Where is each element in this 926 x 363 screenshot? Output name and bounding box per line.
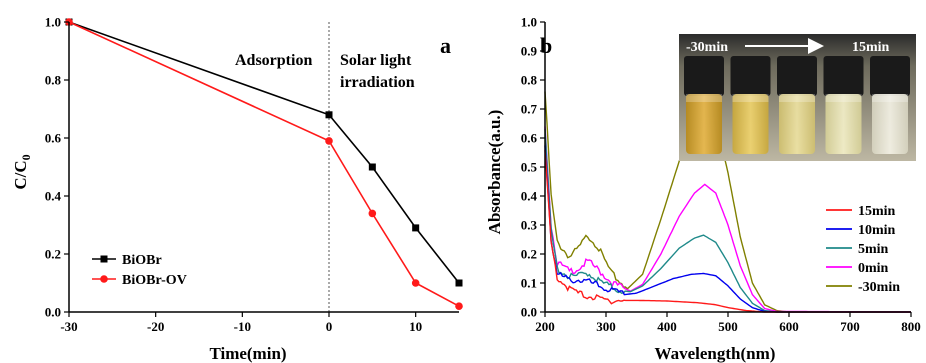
- x-axis-label-b: Wavelength(nm): [655, 344, 776, 363]
- legend-b: 15min 10min 5min 0min -30min: [826, 204, 900, 295]
- legend-b-label: 10min: [858, 223, 896, 238]
- vial-liquid: [825, 94, 862, 154]
- b-y-tick-label: 0.5: [521, 160, 538, 175]
- vial-meniscus: [825, 94, 862, 102]
- legend-b-label: 15min: [858, 204, 896, 219]
- data-point-biobr-ov: [411, 279, 420, 287]
- annotation-irradiation: irradiation: [340, 74, 415, 91]
- b-x-tick-label: 600: [779, 319, 799, 334]
- a-y-tick-label: 0.2: [45, 247, 61, 262]
- a-y-tick-label: 1.0: [45, 15, 61, 30]
- vial-meniscus: [779, 94, 815, 102]
- a-x-tick-label: 10: [409, 319, 422, 334]
- vial-cap: [823, 56, 864, 96]
- inset-label-end: 15min: [852, 40, 890, 55]
- vial-meniscus: [872, 94, 908, 102]
- y-axis-label-a-sub: 0: [19, 154, 33, 160]
- b-x-tick-label: 200: [535, 319, 555, 334]
- b-y-tick-label: 0.2: [521, 247, 537, 262]
- y-axis-label-a-main: C/C: [11, 160, 30, 189]
- y-axis-label-b: Absorbance(a.u.): [485, 110, 504, 235]
- b-x-tick-label: 500: [718, 319, 738, 334]
- legend-a-marker-biobr-ov: [100, 275, 108, 283]
- panel-a-letter: a: [440, 33, 451, 58]
- annotation-solar-light: Solar light: [340, 52, 412, 69]
- legend-a-marker-biobr: [100, 255, 108, 263]
- vial-meniscus: [732, 94, 769, 102]
- b-y-tick-label: 0.7: [521, 102, 538, 117]
- vial-cap: [777, 56, 817, 96]
- legend-b-label: 5min: [858, 242, 889, 257]
- a-x-tick-label: 0: [326, 319, 333, 334]
- annotation-adsorption: Adsorption: [235, 52, 312, 69]
- a-x-tick-label: -30: [60, 319, 77, 334]
- vial-cap: [870, 56, 910, 96]
- vial-cap: [730, 56, 771, 96]
- b-y-tick-label: 1.0: [521, 15, 537, 30]
- data-point-biobr-ov: [368, 209, 377, 218]
- a-y-tick-label: 0.8: [45, 73, 62, 88]
- y-axis-label-a: C/C0: [11, 154, 33, 189]
- vial-cap: [684, 56, 724, 96]
- legend-a: BiOBr BiOBr-OV: [92, 253, 187, 288]
- b-x-tick-label: 300: [596, 319, 616, 334]
- vial-liquid: [686, 94, 722, 154]
- b-x-tick-label: 800: [901, 319, 921, 334]
- b-y-tick-label: 0.0: [521, 305, 537, 320]
- b-x-tick-label: 400: [657, 319, 677, 334]
- vial-liquid: [732, 94, 769, 154]
- vial-liquid: [872, 94, 908, 154]
- legend-a-label-biobr: BiOBr: [122, 253, 162, 268]
- a-x-tick-label: -20: [147, 319, 164, 334]
- inset-label-start: -30min: [686, 40, 728, 55]
- b-y-tick-label: 0.6: [521, 131, 538, 146]
- b-y-tick-label: 0.9: [521, 44, 538, 59]
- a-y-tick-label: 0.0: [45, 305, 61, 320]
- b-y-tick-label: 0.8: [521, 73, 538, 88]
- a-x-tick-label: -10: [234, 319, 251, 334]
- data-point-biobr-ov: [325, 137, 333, 145]
- a-y-tick-label: 0.6: [45, 131, 62, 146]
- inset-vials-photo: -30min 15min: [679, 34, 916, 161]
- b-y-tick-label: 0.4: [521, 189, 538, 204]
- legend-a-label-biobr-ov: BiOBr-OV: [122, 273, 187, 288]
- data-point-biobr: [368, 163, 376, 171]
- data-point-biobr: [412, 224, 420, 232]
- panel-b: 200 300 400 500 600 700 800 0.0 0.1 0.2 0.3 0.4 0.5 0…: [485, 15, 921, 363]
- legend-b-label: 0min: [858, 261, 889, 276]
- data-point-biobr: [455, 279, 463, 287]
- b-x-tick-label: 700: [840, 319, 860, 334]
- b-y-tick-label: 0.3: [521, 218, 538, 233]
- data-point-biobr: [325, 111, 333, 119]
- data-point-biobr-ov: [455, 302, 463, 311]
- b-y-tick-label: 0.1: [521, 276, 537, 291]
- panel-b-letter: b: [540, 33, 552, 58]
- x-axis-label-a: Time(min): [209, 344, 286, 363]
- vial-liquid: [779, 94, 815, 154]
- a-y-tick-label: 0.4: [45, 189, 62, 204]
- vial-meniscus: [686, 94, 722, 102]
- panel-a: -30 -20 -10 0 10 0.0 0.2 0.4 0.6 0.8 1.0 a Adsorpt…: [11, 15, 463, 363]
- legend-b-label: -30min: [858, 280, 900, 295]
